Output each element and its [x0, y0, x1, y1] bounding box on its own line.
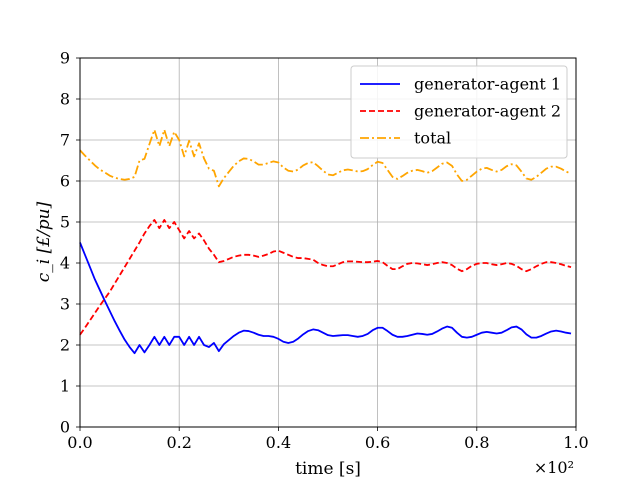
y-tick-label: 2: [60, 336, 70, 355]
series-line-3: [79, 128, 572, 188]
y-axis-label: c_i [£/pu]: [34, 201, 54, 282]
legend-label-3: total: [414, 129, 451, 148]
x-tick-label: 0.4: [266, 433, 291, 452]
x-tick-label: 0.6: [365, 433, 390, 452]
y-tick-label: 4: [60, 254, 70, 273]
y-tick-label: 7: [60, 131, 70, 150]
axis-ticks: 0.0 0.2 0.4 0.6 0.8 1.0 0 1 2 3 4 5 6 7 8 9: [60, 49, 589, 453]
grid-lines: [79, 57, 577, 428]
legend-label-2: generator-agent 2: [414, 102, 561, 121]
series-layer: [79, 128, 572, 355]
series-line-2: [79, 219, 572, 336]
legend: generator-agent 1 generator-agent 2 total: [350, 65, 568, 159]
y-tick-label: 0: [60, 418, 70, 437]
plot-area-frame: [79, 57, 577, 428]
y-tick-label: 5: [60, 213, 70, 232]
x-axis-label: time [s]: [295, 459, 361, 479]
legend-label-1: generator-agent 1: [414, 75, 561, 94]
y-tick-label: 8: [60, 90, 70, 109]
y-tick-label: 9: [60, 49, 70, 68]
series-line-1: [79, 242, 572, 355]
y-tick-label: 6: [60, 172, 70, 191]
x-tick-label: 1.0: [563, 433, 588, 452]
x-tick-label: 0.0: [67, 433, 92, 452]
x-axis-offset-label: ×10²: [534, 458, 574, 477]
y-tick-label: 1: [60, 377, 70, 396]
legend-box: [350, 65, 568, 159]
x-tick-label: 0.2: [166, 433, 191, 452]
x-tick-label: 0.8: [464, 433, 489, 452]
y-tick-label: 3: [60, 295, 70, 314]
